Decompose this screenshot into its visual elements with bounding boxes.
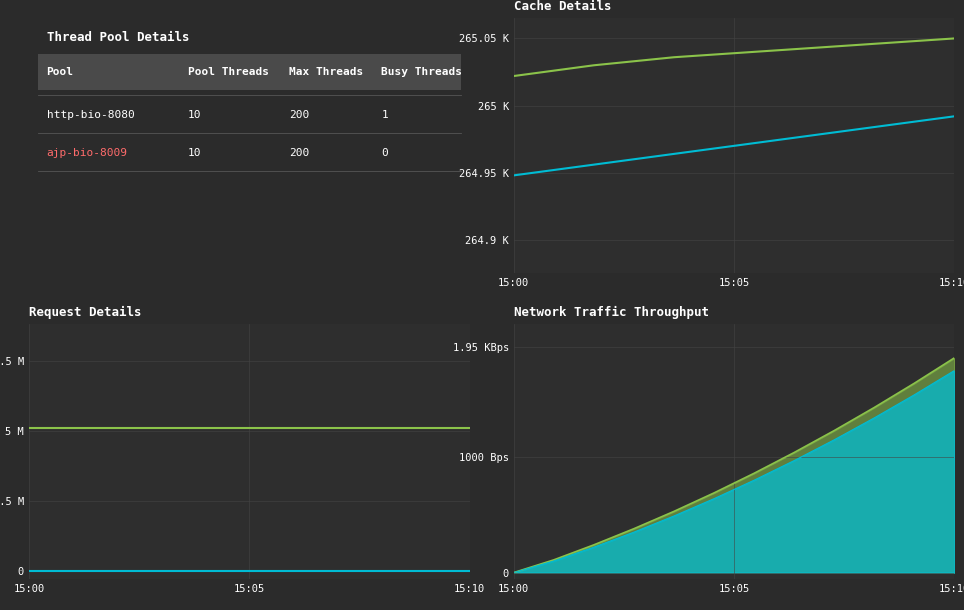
Text: Pool Threads: Pool Threads [188,67,269,77]
Text: 200: 200 [289,148,309,159]
Text: Cache Details: Cache Details [514,0,611,13]
FancyBboxPatch shape [38,54,461,90]
Text: Busy Threads: Busy Threads [382,67,463,77]
Text: 10: 10 [188,110,201,120]
Text: ajp-bio-8009: ajp-bio-8009 [46,148,127,159]
Text: Network Traffic Throughput: Network Traffic Throughput [514,306,709,319]
Legend: tomcat.cache.hits.avg, tomcat.cache.accesses.avg: tomcat.cache.hits.avg, tomcat.cache.acce… [519,335,894,353]
Text: 10: 10 [188,148,201,159]
Text: 0: 0 [382,148,388,159]
Text: Thread Pool Details: Thread Pool Details [46,31,189,44]
Text: Request Details: Request Details [29,306,142,319]
Text: Pool: Pool [46,67,73,77]
Text: 200: 200 [289,110,309,120]
Text: Max Threads: Max Threads [289,67,363,77]
Text: http-bio-8080: http-bio-8080 [46,110,134,120]
Text: 1: 1 [382,110,388,120]
